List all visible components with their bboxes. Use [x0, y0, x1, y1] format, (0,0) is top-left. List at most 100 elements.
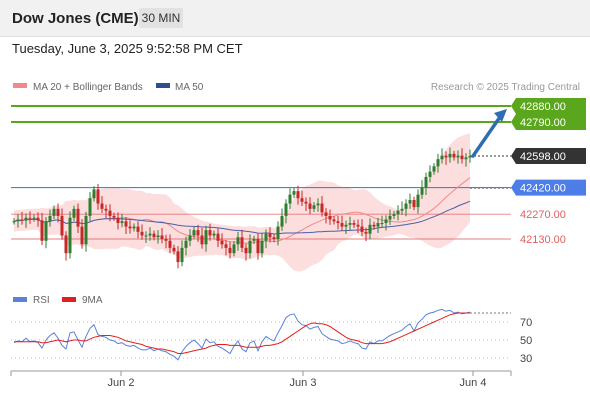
candle-body	[412, 199, 416, 208]
candle-body	[236, 237, 240, 245]
x-tick-label-jun2: Jun 2	[108, 377, 135, 389]
candlesticks	[12, 147, 472, 269]
candle-body	[444, 155, 448, 158]
level-badge-label-2: 42598.00	[520, 151, 566, 163]
candle-body	[284, 203, 288, 216]
candle-body	[292, 191, 296, 195]
level-badge-label-0: 42880.00	[520, 101, 566, 113]
candle-body	[44, 221, 48, 241]
candle-body	[204, 230, 208, 245]
rsi-line	[13, 308, 471, 361]
candle-body	[376, 223, 380, 227]
candle-body	[220, 240, 224, 245]
candle-body	[304, 201, 308, 204]
candle-body	[140, 231, 144, 236]
candle-body	[148, 233, 152, 236]
candle-body	[128, 226, 132, 229]
candle-body	[380, 223, 384, 225]
instrument-title: Dow Jones (CME)	[12, 10, 139, 27]
candle-body	[92, 189, 96, 199]
level-badge-3	[511, 179, 586, 196]
candle-body	[312, 205, 316, 209]
candle-body	[24, 217, 28, 221]
x-tick-label-jun3: Jun 3	[290, 377, 317, 389]
candle-body	[40, 220, 44, 241]
candle-body	[300, 198, 304, 202]
level-badge-2	[511, 148, 586, 165]
rsi-legend: RSI 9MA	[13, 295, 103, 306]
candle-body	[56, 208, 60, 216]
candle-body	[424, 176, 428, 188]
candle-body	[440, 155, 444, 160]
candle-body	[360, 226, 364, 232]
candle-body	[176, 251, 180, 263]
candle-body	[448, 153, 452, 158]
candle-body	[20, 219, 24, 221]
candle-body	[324, 212, 328, 216]
candle-body	[136, 226, 140, 232]
rsi-tick-30: 30	[520, 353, 532, 365]
candle-body	[120, 221, 124, 224]
rsi-legend-label: RSI	[33, 295, 50, 306]
candle-body	[64, 235, 68, 254]
candle-body	[404, 203, 408, 209]
level-badge-0	[511, 98, 586, 114]
candle-body	[200, 235, 204, 245]
candle-body	[52, 208, 56, 216]
candle-body	[180, 247, 184, 263]
level-badge-label-1: 42790.00	[520, 117, 566, 129]
candle-body	[464, 157, 468, 160]
candle-body	[36, 217, 40, 221]
candle-body	[316, 203, 320, 206]
copyright-text: Research © 2025 Trading Central	[431, 82, 580, 93]
candle-body	[188, 235, 192, 241]
forecast-arrow	[471, 109, 507, 158]
rsi-tick-70: 70	[520, 317, 532, 329]
candle-body	[308, 203, 312, 209]
candle-body	[96, 189, 100, 204]
candle-body	[232, 244, 236, 254]
candle-body	[428, 171, 432, 177]
candle-body	[416, 194, 420, 208]
candle-body	[196, 230, 200, 236]
timeframe-button[interactable]: 30 MIN	[139, 8, 183, 28]
candle-body	[164, 239, 168, 241]
candle-body	[244, 247, 248, 254]
candle-body	[152, 233, 156, 238]
main-legend: MA 20 + Bollinger Bands MA 50 Research ©…	[13, 82, 580, 93]
candle-body	[88, 198, 92, 216]
level-badge-label-3: 42420.00	[520, 183, 566, 195]
candle-body	[420, 187, 424, 195]
x-tick-label-jun4: Jun 4	[460, 377, 487, 389]
candle-body	[456, 155, 460, 158]
bollinger-band-fill	[14, 133, 470, 272]
candle-body	[212, 233, 216, 236]
x-axis: Jun 2 Jun 3 Jun 4	[10, 370, 512, 389]
level-badges: 42880.00 42790.00 42598.00 42420.00 42270.00…	[511, 98, 586, 246]
candle-body	[288, 194, 292, 204]
chart-header: Dow Jones (CME) 30 MIN	[0, 0, 590, 37]
forecast-arrow-head	[494, 109, 507, 122]
candle-body	[356, 224, 360, 227]
candle-body	[208, 230, 212, 236]
candle-body	[348, 223, 352, 225]
candle-body	[264, 233, 268, 241]
rsi-ma-line	[14, 312, 470, 354]
candle-body	[388, 215, 392, 220]
candle-body	[276, 226, 280, 239]
candle-body	[12, 221, 16, 223]
level-badge-1	[511, 113, 586, 130]
candle-body	[76, 208, 80, 227]
candle-body	[368, 224, 372, 234]
candle-body	[460, 155, 464, 160]
candle-body	[156, 235, 160, 238]
candle-body	[124, 221, 128, 227]
candle-body	[80, 226, 84, 245]
candle-body	[144, 235, 148, 237]
candle-body	[392, 214, 396, 216]
candle-body	[280, 215, 284, 227]
rsi-panel	[11, 308, 511, 361]
candle-body	[452, 153, 456, 158]
candle-body	[248, 240, 252, 254]
candle-body	[32, 217, 36, 219]
